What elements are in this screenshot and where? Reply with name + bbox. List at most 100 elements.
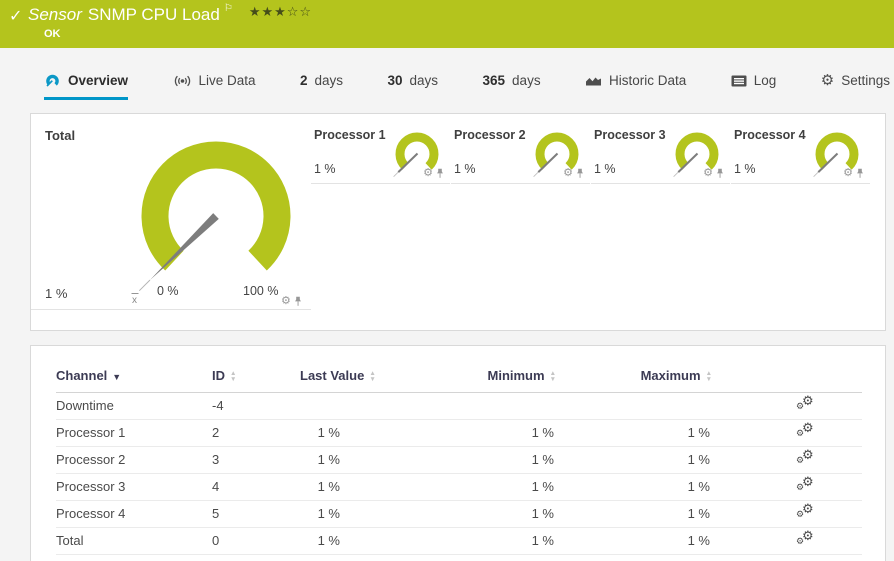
- pin-icon[interactable]: [716, 168, 724, 179]
- cell-channel: Total: [56, 527, 212, 555]
- gauge-settings-gear-icon[interactable]: ⚙: [563, 167, 573, 179]
- cell-id: 2: [212, 419, 300, 447]
- cell-id: 0: [212, 527, 300, 555]
- sensor-title-prefix: Sensor: [28, 5, 82, 24]
- channel-settings-icon[interactable]: ⚙ ⚙: [796, 446, 814, 465]
- sort-desc-icon[interactable]: ▼: [112, 371, 122, 382]
- area-chart-icon: [586, 77, 602, 86]
- tab-label: Settings: [841, 73, 890, 88]
- stars-filled[interactable]: ★★★: [248, 4, 287, 19]
- cell-maximum: 1 %: [580, 446, 750, 474]
- gauge-value: 1 %: [594, 162, 616, 176]
- column-header-minimum[interactable]: Minimum ▲ ▼: [412, 360, 580, 393]
- pin-icon[interactable]: [576, 168, 584, 179]
- cell-channel: Processor 4: [56, 500, 212, 528]
- total-gauge-chart: x: [131, 141, 291, 306]
- stars-empty[interactable]: ☆☆: [286, 4, 313, 19]
- gauge-actions: ⚙: [423, 168, 444, 179]
- cell-minimum: 1 %: [412, 419, 580, 447]
- table-row-processor-2[interactable]: Processor 2 3 1 % 1 % 1 % ⚙ ⚙: [56, 446, 862, 474]
- tab-label: Log: [753, 73, 777, 88]
- cell-last-value: 1 %: [300, 446, 412, 474]
- cell-last-value: [300, 392, 412, 420]
- channel-settings-icon[interactable]: ⚙ ⚙: [796, 392, 814, 411]
- tab-label: days: [314, 73, 344, 88]
- gauge-needle: [397, 152, 419, 173]
- table-row-downtime[interactable]: Downtime -4 ⚙ ⚙: [56, 392, 862, 420]
- tab-2-days[interactable]: 2 days: [300, 73, 343, 100]
- cell-last-value: 1 %: [300, 500, 412, 528]
- cell-channel: Processor 1: [56, 419, 212, 447]
- gauge-title: Total: [45, 128, 76, 143]
- tab-bar: Overview Live Data 2 days 30 days 365 da…: [0, 62, 894, 100]
- mini-gauge-chart: [393, 132, 439, 178]
- cell-last-value: 1 %: [300, 527, 412, 555]
- cell-id: 5: [212, 500, 300, 528]
- column-header-id[interactable]: ID ▲ ▼: [212, 360, 300, 393]
- gauge-icon: [46, 74, 59, 87]
- channels-table: Channel ▼ ID ▲ ▼ Last Value ▲ ▼ Minimum ▲ ▼ Max…: [56, 360, 862, 555]
- sensor-title-name: SNMP CPU Load: [87, 5, 220, 24]
- table-row-processor-1[interactable]: Processor 1 2 1 % 1 % 1 % ⚙ ⚙: [56, 419, 862, 447]
- pin-icon[interactable]: [294, 296, 302, 307]
- column-header-maximum[interactable]: Maximum ▲ ▼: [580, 360, 750, 393]
- gauges-panel: Total x 1 % 0 % 100 % ⚙ Processor 1 1 %: [30, 113, 886, 331]
- channel-settings-icon[interactable]: ⚙ ⚙: [796, 527, 814, 546]
- sort-icon[interactable]: ▲ ▼: [230, 369, 237, 383]
- mean-marker: x: [132, 295, 137, 306]
- tab-label: Live Data: [198, 73, 256, 88]
- gauge-panel-processor-4[interactable]: Processor 4 1 % ⚙: [731, 122, 870, 184]
- cell-id: 3: [212, 446, 300, 474]
- cell-minimum: 1 %: [412, 500, 580, 528]
- table-row-processor-3[interactable]: Processor 3 4 1 % 1 % 1 % ⚙ ⚙: [56, 473, 862, 501]
- cell-minimum: 1 %: [412, 527, 580, 555]
- cell-minimum: 1 %: [412, 473, 580, 501]
- gauge-settings-gear-icon[interactable]: ⚙: [843, 167, 853, 179]
- priority-stars[interactable]: ★★★☆☆: [249, 4, 312, 19]
- sort-icon[interactable]: ▲ ▼: [549, 369, 556, 383]
- gauge-settings-gear-icon[interactable]: ⚙: [703, 167, 713, 179]
- table-row-processor-4[interactable]: Processor 4 5 1 % 1 % 1 % ⚙ ⚙: [56, 500, 862, 528]
- sensor-header: ✓ Sensor SNMP CPU Load ⚐ ★★★☆☆ OK: [0, 0, 894, 48]
- cell-id: -4: [212, 392, 300, 420]
- gauge-settings-gear-icon[interactable]: ⚙: [281, 295, 291, 307]
- tab-label: days: [512, 73, 541, 88]
- column-header-last-value[interactable]: Last Value ▲ ▼: [300, 360, 412, 393]
- tab-365-days[interactable]: 365 days: [483, 73, 541, 100]
- tab-settings[interactable]: ⚙ Settings: [821, 73, 890, 100]
- mini-gauge-chart: [813, 132, 859, 178]
- sort-icon[interactable]: ▲ ▼: [705, 369, 712, 383]
- cell-minimum: [412, 392, 580, 420]
- channels-table-panel: Channel ▼ ID ▲ ▼ Last Value ▲ ▼ Minimum ▲ ▼ Max…: [30, 345, 886, 561]
- cell-last-value: 1 %: [300, 419, 412, 447]
- channel-settings-icon[interactable]: ⚙ ⚙: [796, 500, 814, 519]
- column-header-channel[interactable]: Channel ▼: [56, 360, 212, 393]
- gauge-value: 1 %: [454, 162, 476, 176]
- gauge-panel-processor-2[interactable]: Processor 2 1 % ⚙: [451, 122, 590, 184]
- cell-channel: Processor 2: [56, 446, 212, 474]
- gauge-value: 1 %: [314, 162, 336, 176]
- pin-icon[interactable]: [436, 168, 444, 179]
- cell-maximum: 1 %: [580, 419, 750, 447]
- tab-log[interactable]: Log: [731, 73, 777, 100]
- tab-historic-data[interactable]: Historic Data: [585, 73, 686, 100]
- gauge-panel-processor-3[interactable]: Processor 3 1 % ⚙: [591, 122, 730, 184]
- tab-live-data[interactable]: Live Data: [173, 73, 256, 100]
- mini-gauge-chart: [533, 132, 579, 178]
- mini-gauge-chart: [673, 132, 719, 178]
- flag-icon[interactable]: ⚐: [223, 3, 233, 14]
- gauge-actions: ⚙: [281, 296, 302, 307]
- gauge-panel-processor-1[interactable]: Processor 1 1 % ⚙: [311, 122, 450, 184]
- tab-30-days[interactable]: 30 days: [388, 73, 439, 100]
- gauge-panel-total[interactable]: Total x 1 % 0 % 100 % ⚙: [31, 114, 311, 310]
- sort-icon[interactable]: ▲ ▼: [369, 369, 376, 383]
- tab-overview[interactable]: Overview: [44, 73, 129, 100]
- pin-icon[interactable]: [856, 168, 864, 179]
- channel-settings-icon[interactable]: ⚙ ⚙: [796, 419, 814, 438]
- cell-last-value: 1 %: [300, 473, 412, 501]
- gauge-settings-gear-icon[interactable]: ⚙: [423, 167, 433, 179]
- log-icon: [731, 75, 747, 86]
- table-row-total[interactable]: Total 0 1 % 1 % 1 % ⚙ ⚙: [56, 527, 862, 555]
- tab-label: Overview: [68, 73, 129, 88]
- channel-settings-icon[interactable]: ⚙ ⚙: [796, 473, 814, 492]
